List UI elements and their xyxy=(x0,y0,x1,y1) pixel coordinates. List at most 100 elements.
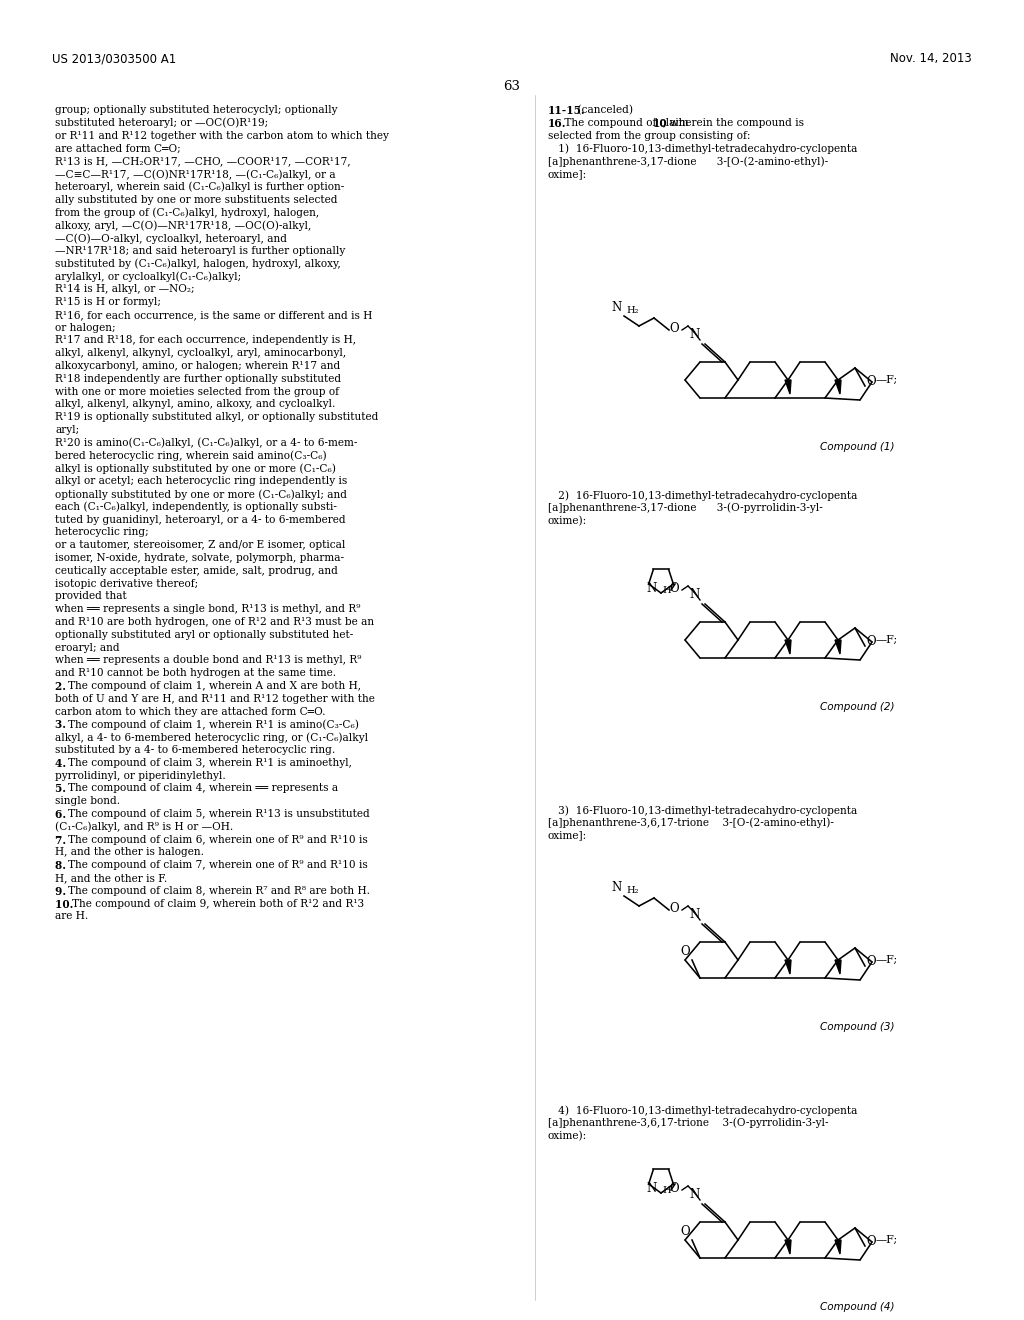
Text: H, and the other is F.: H, and the other is F. xyxy=(55,873,167,883)
Text: —NR¹17R¹18; and said heteroaryl is further optionally: —NR¹17R¹18; and said heteroaryl is furth… xyxy=(55,246,345,256)
Text: oxime):: oxime): xyxy=(548,516,587,525)
Text: carbon atom to which they are attached form C═O.: carbon atom to which they are attached f… xyxy=(55,706,326,717)
Text: group; optionally substituted heterocyclyl; optionally: group; optionally substituted heterocycl… xyxy=(55,106,338,115)
Text: Compound (4): Compound (4) xyxy=(820,1302,895,1312)
Text: or a tautomer, stereoisomer, Z and/or E isomer, optical: or a tautomer, stereoisomer, Z and/or E … xyxy=(55,540,345,550)
Text: O: O xyxy=(866,635,876,648)
Text: 5.: 5. xyxy=(55,783,70,795)
Polygon shape xyxy=(785,960,791,974)
Text: N: N xyxy=(647,582,657,595)
Text: O: O xyxy=(670,322,679,334)
Text: or halogen;: or halogen; xyxy=(55,322,116,333)
Text: 3.: 3. xyxy=(55,719,70,730)
Text: The compound of claim 1, wherein A and X are both H,: The compound of claim 1, wherein A and X… xyxy=(68,681,360,690)
Text: —C(O)—O-alkyl, cycloalkyl, heteroaryl, and: —C(O)—O-alkyl, cycloalkyl, heteroaryl, a… xyxy=(55,234,287,244)
Text: —F;: —F; xyxy=(876,954,898,965)
Text: 8.: 8. xyxy=(55,861,70,871)
Text: alkyl, alkenyl, alkynyl, amino, alkoxy, and cycloalkyl.: alkyl, alkenyl, alkynyl, amino, alkoxy, … xyxy=(55,400,336,409)
Text: substituted by (C₁-C₆)alkyl, halogen, hydroxyl, alkoxy,: substituted by (C₁-C₆)alkyl, halogen, hy… xyxy=(55,259,341,269)
Text: arylalkyl, or cycloalkyl(C₁-C₆)alkyl;: arylalkyl, or cycloalkyl(C₁-C₆)alkyl; xyxy=(55,272,241,282)
Text: Nov. 14, 2013: Nov. 14, 2013 xyxy=(890,51,972,65)
Text: 10.: 10. xyxy=(55,899,77,909)
Text: [a]phenanthrene-3,6,17-trione    3-(O-pyrrolidin-3-yl-: [a]phenanthrene-3,6,17-trione 3-(O-pyrro… xyxy=(548,1118,828,1129)
Text: R¹14 is H, alkyl, or —NO₂;: R¹14 is H, alkyl, or —NO₂; xyxy=(55,284,195,294)
Text: O: O xyxy=(866,375,876,388)
Text: N: N xyxy=(690,327,700,341)
Text: R¹20 is amino(C₁-C₆)alkyl, (C₁-C₆)alkyl, or a 4- to 6-mem-: R¹20 is amino(C₁-C₆)alkyl, (C₁-C₆)alkyl,… xyxy=(55,438,357,449)
Text: 1)  16-Fluoro-10,13-dimethyl-tetradecahydro-cyclopenta: 1) 16-Fluoro-10,13-dimethyl-tetradecahyd… xyxy=(548,144,857,154)
Text: alkyl or acetyl; each heterocyclic ring independently is: alkyl or acetyl; each heterocyclic ring … xyxy=(55,477,347,486)
Text: N: N xyxy=(611,301,622,314)
Text: Compound (3): Compound (3) xyxy=(820,1022,895,1032)
Text: aryl;: aryl; xyxy=(55,425,79,436)
Text: alkyl, alkenyl, alkynyl, cycloalkyl, aryl, aminocarbonyl,: alkyl, alkenyl, alkynyl, cycloalkyl, ary… xyxy=(55,348,346,358)
Text: (C₁-C₆)alkyl, and R⁹ is H or —OH.: (C₁-C₆)alkyl, and R⁹ is H or —OH. xyxy=(55,822,233,833)
Text: H: H xyxy=(662,586,671,595)
Polygon shape xyxy=(835,380,841,393)
Text: when ══ represents a double bond and R¹13 is methyl, R⁹: when ══ represents a double bond and R¹1… xyxy=(55,656,361,665)
Text: substituted heteroaryl; or —OC(O)R¹19;: substituted heteroaryl; or —OC(O)R¹19; xyxy=(55,117,268,128)
Text: 2.: 2. xyxy=(55,681,70,692)
Text: provided that: provided that xyxy=(55,591,127,602)
Text: 10: 10 xyxy=(653,117,668,129)
Text: H, and the other is halogen.: H, and the other is halogen. xyxy=(55,847,204,858)
Text: O: O xyxy=(866,954,876,968)
Text: alkoxycarbonyl, amino, or halogen; wherein R¹17 and: alkoxycarbonyl, amino, or halogen; where… xyxy=(55,360,340,371)
Text: The compound of claim 9, wherein both of R¹2 and R¹3: The compound of claim 9, wherein both of… xyxy=(73,899,365,908)
Text: —C≡C—R¹17, —C(O)NR¹17R¹18, —(C₁-C₆)alkyl, or a: —C≡C—R¹17, —C(O)NR¹17R¹18, —(C₁-C₆)alkyl… xyxy=(55,169,336,180)
Text: O: O xyxy=(866,1236,876,1247)
Text: N: N xyxy=(690,908,700,921)
Text: R¹13 is H, —CH₂OR¹17, —CHO, —COOR¹17, —COR¹17,: R¹13 is H, —CH₂OR¹17, —CHO, —COOR¹17, —C… xyxy=(55,156,350,166)
Text: R¹17 and R¹18, for each occurrence, independently is H,: R¹17 and R¹18, for each occurrence, inde… xyxy=(55,335,356,346)
Text: ceutically acceptable ester, amide, salt, prodrug, and: ceutically acceptable ester, amide, salt… xyxy=(55,566,338,576)
Text: 11-15.: 11-15. xyxy=(548,106,586,116)
Text: 16.: 16. xyxy=(548,117,566,129)
Text: and R¹10 cannot be both hydrogen at the same time.: and R¹10 cannot be both hydrogen at the … xyxy=(55,668,336,678)
Polygon shape xyxy=(785,640,791,653)
Text: —F;: —F; xyxy=(876,1236,898,1245)
Text: (canceled): (canceled) xyxy=(574,106,633,115)
Text: Compound (2): Compound (2) xyxy=(820,702,895,711)
Text: selected from the group consisting of:: selected from the group consisting of: xyxy=(548,131,751,141)
Text: oxime):: oxime): xyxy=(548,1131,587,1140)
Text: isomer, N-oxide, hydrate, solvate, polymorph, pharma-: isomer, N-oxide, hydrate, solvate, polym… xyxy=(55,553,344,564)
Text: with one or more moieties selected from the group of: with one or more moieties selected from … xyxy=(55,387,339,396)
Text: from the group of (C₁-C₆)alkyl, hydroxyl, halogen,: from the group of (C₁-C₆)alkyl, hydroxyl… xyxy=(55,207,319,218)
Text: oxime]:: oxime]: xyxy=(548,169,587,180)
Text: when ══ represents a single bond, R¹13 is methyl, and R⁹: when ══ represents a single bond, R¹13 i… xyxy=(55,605,360,614)
Text: O: O xyxy=(680,945,690,958)
Text: 4.: 4. xyxy=(55,758,70,768)
Text: optionally substituted aryl or optionally substituted het-: optionally substituted aryl or optionall… xyxy=(55,630,353,640)
Text: eroaryl; and: eroaryl; and xyxy=(55,643,120,652)
Text: or R¹11 and R¹12 together with the carbon atom to which they: or R¹11 and R¹12 together with the carbo… xyxy=(55,131,389,141)
Polygon shape xyxy=(785,380,791,393)
Text: , wherein the compound is: , wherein the compound is xyxy=(664,117,804,128)
Text: heterocyclic ring;: heterocyclic ring; xyxy=(55,528,148,537)
Text: 3)  16-Fluoro-10,13-dimethyl-tetradecahydro-cyclopenta: 3) 16-Fluoro-10,13-dimethyl-tetradecahyd… xyxy=(548,805,857,816)
Text: isotopic derivative thereof;: isotopic derivative thereof; xyxy=(55,578,198,589)
Text: Compound (1): Compound (1) xyxy=(820,442,895,451)
Text: R¹19 is optionally substituted alkyl, or optionally substituted: R¹19 is optionally substituted alkyl, or… xyxy=(55,412,379,422)
Text: bered heterocyclic ring, wherein said amino(C₃-C₆): bered heterocyclic ring, wherein said am… xyxy=(55,450,327,461)
Text: [a]phenanthrene-3,17-dione      3-(O-pyrrolidin-3-yl-: [a]phenanthrene-3,17-dione 3-(O-pyrrolid… xyxy=(548,503,822,513)
Text: The compound of claim 5, wherein R¹13 is unsubstituted: The compound of claim 5, wherein R¹13 is… xyxy=(68,809,370,818)
Text: —F;: —F; xyxy=(876,635,898,645)
Text: R¹15 is H or formyl;: R¹15 is H or formyl; xyxy=(55,297,161,308)
Text: 4)  16-Fluoro-10,13-dimethyl-tetradecahydro-cyclopenta: 4) 16-Fluoro-10,13-dimethyl-tetradecahyd… xyxy=(548,1105,857,1115)
Text: substituted by a 4- to 6-membered heterocyclic ring.: substituted by a 4- to 6-membered hetero… xyxy=(55,744,335,755)
Text: [a]phenanthrene-3,6,17-trione    3-[O-(2-amino-ethyl)-: [a]phenanthrene-3,6,17-trione 3-[O-(2-am… xyxy=(548,818,834,829)
Text: optionally substituted by one or more (C₁-C₆)alkyl; and: optionally substituted by one or more (C… xyxy=(55,488,347,499)
Text: O: O xyxy=(680,1225,690,1238)
Text: 2)  16-Fluoro-10,13-dimethyl-tetradecahydro-cyclopenta: 2) 16-Fluoro-10,13-dimethyl-tetradecahyd… xyxy=(548,490,857,500)
Text: R¹18 independently are further optionally substituted: R¹18 independently are further optionall… xyxy=(55,374,341,384)
Text: The compound of claim: The compound of claim xyxy=(561,117,692,128)
Text: O: O xyxy=(670,902,679,915)
Text: The compound of claim 7, wherein one of R⁹ and R¹10 is: The compound of claim 7, wherein one of … xyxy=(68,861,368,870)
Text: are H.: are H. xyxy=(55,911,88,921)
Text: and R¹10 are both hydrogen, one of R¹2 and R¹3 must be an: and R¹10 are both hydrogen, one of R¹2 a… xyxy=(55,616,374,627)
Text: 63: 63 xyxy=(504,81,520,92)
Text: —F;: —F; xyxy=(876,375,898,385)
Text: single bond.: single bond. xyxy=(55,796,120,807)
Text: US 2013/0303500 A1: US 2013/0303500 A1 xyxy=(52,51,176,65)
Text: tuted by guanidinyl, heteroaryl, or a 4- to 6-membered: tuted by guanidinyl, heteroaryl, or a 4-… xyxy=(55,515,346,524)
